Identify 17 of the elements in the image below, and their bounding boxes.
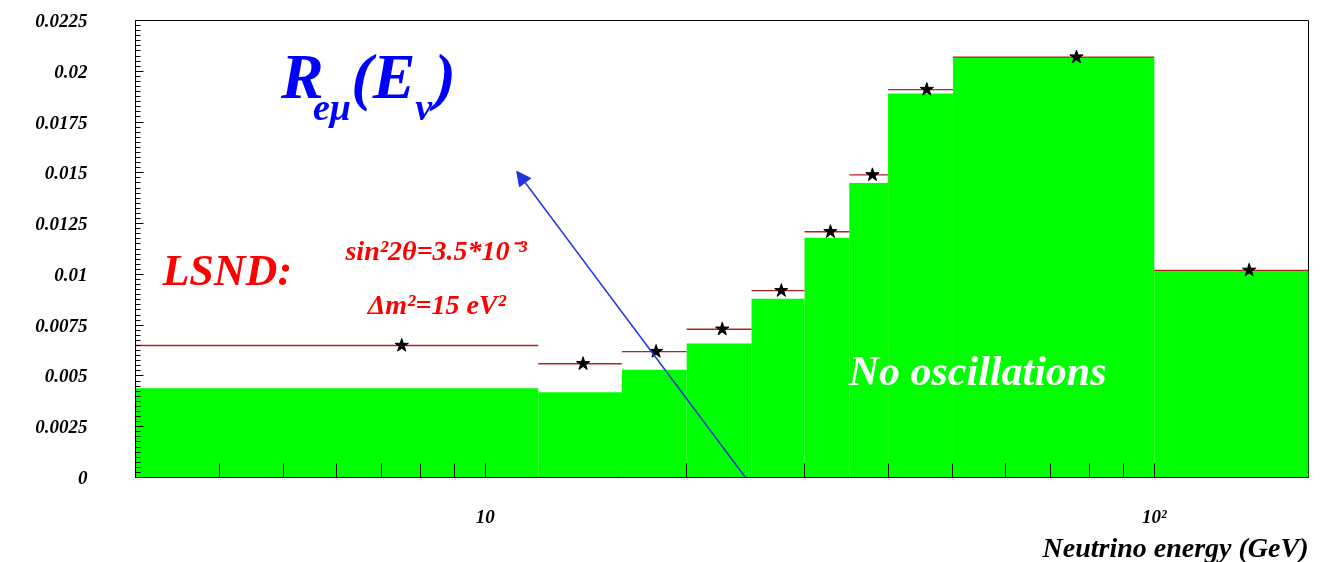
series-label: No oscillations: [847, 347, 1107, 394]
y-tick-label: 0.01: [54, 263, 88, 285]
y-tick-label: 0.0025: [35, 416, 88, 438]
x-tick-label: 10: [475, 505, 496, 527]
y-tick-label: 0.0075: [35, 314, 88, 336]
x-axis-title: Neutrino energy (GeV): [1041, 531, 1309, 562]
y-tick-label: 0: [78, 467, 88, 488]
y-tick-label: 0.015: [44, 162, 88, 184]
y-tick-label: 0.005: [44, 365, 88, 387]
x-tick-label: 10²: [1141, 505, 1168, 527]
y-tick-label: 0.0175: [35, 111, 88, 133]
y-tick-label: 0.02: [54, 60, 88, 82]
annotation: sin²2θ=3.5*10⁻³: [344, 234, 528, 266]
annotation: Δm²=15 eV²: [366, 288, 507, 320]
y-tick-label: 0.0125: [35, 213, 88, 235]
y-tick-label: 0.0225: [35, 10, 88, 31]
annotation: LSND:: [161, 245, 293, 295]
